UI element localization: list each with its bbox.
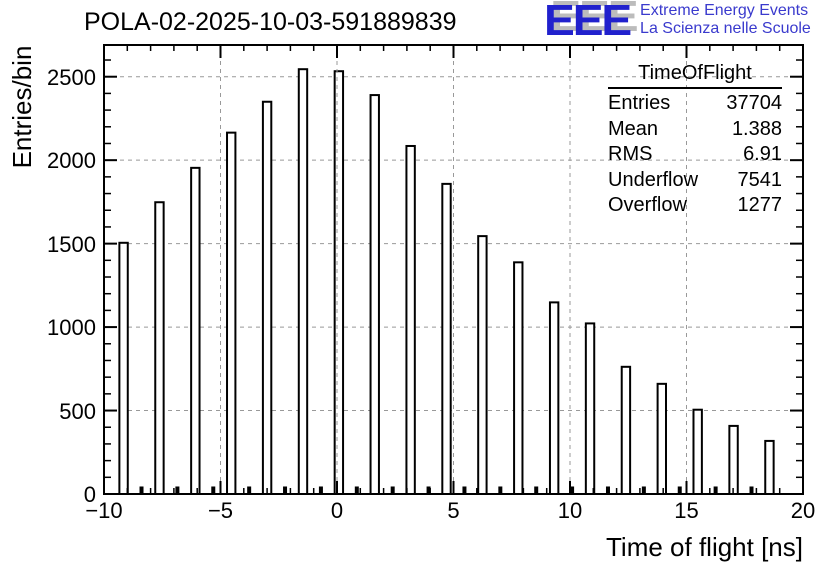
histogram-minor-bar: [211, 486, 216, 494]
histogram-bar: [513, 261, 524, 495]
histogram-minor-bar: [713, 486, 718, 494]
y-tick-label: 2500: [47, 64, 96, 90]
y-tick-label: 500: [59, 398, 96, 424]
stats-value: 1277: [737, 194, 783, 216]
histogram-bar: [405, 144, 416, 495]
histogram-bar: [226, 131, 237, 496]
histogram-bar: [548, 301, 560, 495]
stats-label: Mean: [608, 117, 659, 140]
histogram-bar: [656, 382, 667, 495]
stats-row: Overflow 1277: [608, 193, 782, 219]
histogram-minor-bar: [354, 486, 359, 494]
x-tick-label: 15: [674, 498, 699, 523]
histogram-bar: [441, 182, 452, 495]
histogram-minor-bar: [318, 486, 323, 494]
stats-value: 1.388: [731, 117, 782, 140]
histogram-bar: [154, 201, 165, 495]
histogram-bar: [692, 408, 703, 496]
x-tick-label: 20: [790, 498, 816, 523]
stats-box: TimeOfFlight Entries 37704 Mean 1.388 RM…: [608, 61, 782, 219]
histogram-minor-bar: [426, 486, 431, 494]
y-tick-label: 0: [83, 482, 96, 507]
x-tick-label: 5: [447, 498, 460, 523]
histogram-bar: [369, 94, 380, 496]
stats-value: 37704: [726, 92, 782, 114]
y-tick-label: 1000: [47, 315, 96, 341]
x-tick-label: 10: [557, 498, 583, 523]
histogram-minor-bar: [641, 486, 646, 494]
histogram-bar: [333, 70, 345, 496]
stats-label: Entries: [608, 92, 671, 114]
histogram-bar: [620, 365, 632, 496]
histogram-minor-bar: [247, 486, 252, 494]
histogram-minor-bar: [605, 486, 610, 494]
histogram-minor-bar: [749, 486, 754, 494]
eee-logo: EEE Extreme Energy Events La Scienza nel…: [544, 0, 811, 45]
stats-row: Entries 37704: [608, 91, 782, 117]
stats-row: Mean 1.388: [608, 117, 782, 143]
eee-logo-acronym: EEE: [544, 0, 632, 45]
stats-value: 7541: [737, 168, 783, 191]
stats-row: Underflow 7541: [608, 168, 782, 194]
stats-value: 6.91: [743, 143, 782, 165]
stats-label: Overflow: [608, 194, 687, 216]
histogram-minor-bar: [175, 486, 180, 494]
x-tick-label: 0: [330, 498, 344, 523]
y-tick-label: 1500: [47, 231, 96, 257]
stats-row: RMS 6.91: [608, 142, 782, 168]
stats-label: RMS: [608, 143, 653, 165]
histogram-bar: [261, 100, 273, 496]
stats-title: TimeOfFlight: [638, 62, 752, 84]
histogram-bar: [118, 241, 129, 495]
histogram-bar: [764, 439, 775, 496]
histogram-minor-bar: [462, 486, 467, 494]
x-tick-label: −10: [85, 498, 123, 523]
eee-logo-line1: Extreme Energy Events: [640, 2, 809, 19]
histogram-bar: [297, 68, 309, 495]
histogram-minor-bar: [390, 486, 395, 494]
eee-logo-line2: La Scienza nelle Scuole: [640, 20, 811, 37]
histogram-minor-bar: [139, 486, 144, 494]
page-title: POLA-02-2025-10-03-591889839: [84, 8, 457, 36]
histogram-bar: [190, 166, 201, 496]
histogram-minor-bar: [534, 486, 539, 494]
stats-divider: [608, 87, 782, 89]
histogram-minor-bar: [570, 486, 575, 494]
y-axis-title: Entries/bin: [7, 45, 37, 169]
y-tick-label: 2000: [47, 148, 96, 174]
histogram-bar: [584, 322, 596, 496]
histogram-bar: [728, 424, 739, 496]
stats-label: Underflow: [608, 168, 699, 191]
x-axis-title: Time of flight [ns]: [606, 532, 803, 562]
histogram-bar: [477, 235, 488, 495]
x-tick-label: −5: [207, 498, 234, 523]
histogram-minor-bar: [283, 486, 288, 494]
histogram-minor-bar: [677, 486, 682, 494]
